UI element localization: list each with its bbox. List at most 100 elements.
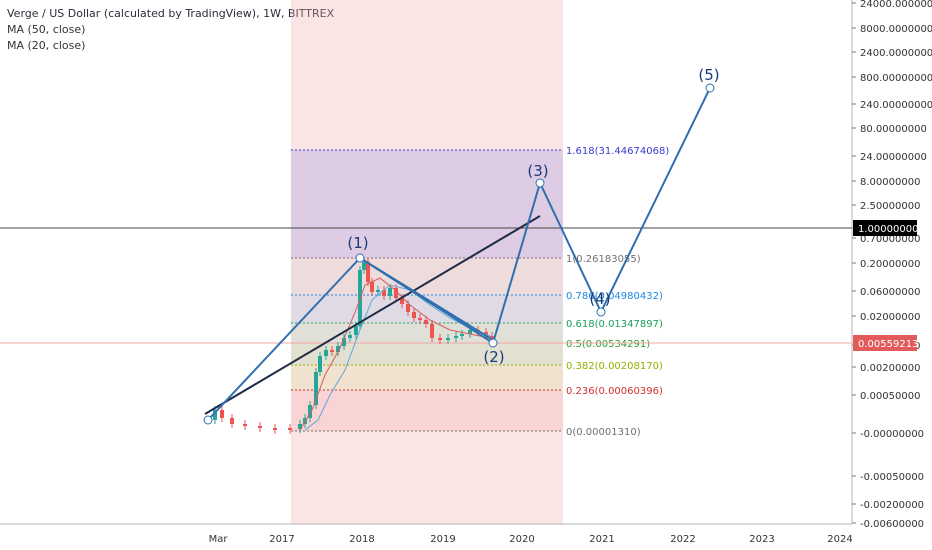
- y-tick-label: 24.00000000: [860, 152, 927, 163]
- y-tick-label: -0.00600000: [860, 519, 924, 530]
- fib-label: 0.236(0.00060396): [566, 386, 663, 397]
- candle-body: [348, 335, 352, 338]
- x-tick-label: Mar: [209, 534, 229, 545]
- y-tick-label: 0.20000000: [860, 259, 920, 270]
- wave-point: [355, 253, 365, 263]
- wave-point: [488, 338, 498, 348]
- candle-body: [273, 428, 277, 430]
- wave-point: [705, 83, 715, 93]
- wave-label: (4): [589, 290, 610, 308]
- y-tick-label: 2400.00000000: [860, 48, 932, 59]
- candle-body: [342, 338, 346, 346]
- fib-bands: [291, 0, 563, 524]
- candle-body: [438, 338, 442, 340]
- wave-point: [596, 307, 606, 317]
- y-tick-label: 800.00000000: [860, 73, 932, 84]
- y-tick-label: 8000.00000000: [860, 24, 932, 35]
- legend-ma20: MA (20, close): [7, 39, 86, 52]
- candle-body: [336, 346, 340, 352]
- elliott-wave: (1) (2) (3) (4) (5): [203, 66, 720, 425]
- candle-body: [412, 312, 416, 318]
- candle-body: [324, 350, 328, 356]
- candle-body: [230, 418, 234, 424]
- x-tick-label: 2021: [589, 534, 614, 545]
- price-tag: [853, 335, 917, 351]
- fib-label: 0(0.00001310): [566, 427, 641, 438]
- fib-label: 0.786(0.04980432): [566, 291, 663, 302]
- x-tick-label: 2023: [749, 534, 774, 545]
- candle-body: [382, 290, 386, 296]
- wave-label: (5): [698, 66, 719, 84]
- chart-legend: Verge / US Dollar (calculated by Trading…: [7, 6, 334, 54]
- legend-ma50: MA (50, close): [7, 23, 86, 36]
- ma50-line: [304, 284, 491, 431]
- candle-body: [288, 428, 292, 430]
- candle-body: [400, 298, 404, 304]
- y-tick-label: 8.00000000: [860, 177, 920, 188]
- candle-body: [213, 410, 217, 420]
- fib-band: [291, 343, 563, 365]
- candle-body: [418, 318, 422, 320]
- y-tick-label: -0.00050000: [860, 472, 924, 483]
- x-axis: Mar 2017 2018 2019 2020 2021 2022 2023 2024: [209, 534, 853, 545]
- fib-label: 0.382(0.00208170): [566, 361, 663, 372]
- candle-body: [243, 424, 247, 426]
- candle-body: [406, 304, 410, 312]
- candle-body: [430, 324, 434, 338]
- candle-body: [490, 336, 494, 340]
- level-tag: [853, 220, 917, 236]
- fib-label: 1.618(31.44674068): [566, 146, 669, 157]
- y-tick-label: 80.00000000: [860, 124, 927, 135]
- horizontal-level: [0, 227, 852, 344]
- y-tick-label: 0.00050000: [860, 391, 920, 402]
- fib-label: 0.618(0.01347897): [566, 319, 663, 330]
- y-tick-label: 0.02000000: [860, 312, 920, 323]
- x-tick-label: 2018: [349, 534, 374, 545]
- candle-body: [366, 262, 370, 282]
- candle-body: [370, 282, 374, 292]
- y-tick-label: -0.00200000: [860, 500, 924, 511]
- ma20-line: [299, 277, 491, 431]
- candle-body: [354, 326, 358, 335]
- candle-body: [376, 290, 380, 292]
- fib-label: 1(0.26183055): [566, 254, 641, 265]
- y-tick-label: 0.70000000: [860, 234, 920, 245]
- price-tags: 1.00000000 0.00559213: [853, 220, 918, 351]
- fib-band: [291, 365, 563, 390]
- wave-label: (2): [483, 348, 504, 366]
- wave-point: [535, 178, 545, 188]
- candle-body: [454, 336, 458, 338]
- x-tick-label: 2019: [430, 534, 455, 545]
- y-tick-label: -0.00000000: [860, 429, 924, 440]
- wave-label: (3): [527, 162, 548, 180]
- y-tick-label: 24000.00000000: [860, 0, 932, 10]
- candle-body: [394, 288, 398, 298]
- x-tick-label: 2017: [269, 534, 294, 545]
- x-tick-label: 2024: [827, 534, 852, 545]
- fib-band: [291, 258, 563, 295]
- x-tick-label: 2020: [509, 534, 534, 545]
- x-tick-label: 2022: [670, 534, 695, 545]
- candle-body: [330, 350, 334, 352]
- candle-body: [258, 426, 262, 428]
- fib-band: [291, 150, 563, 258]
- candle-body: [220, 410, 224, 418]
- fib-label: 0.5(0.00534291): [566, 339, 650, 350]
- candle-body: [388, 288, 392, 296]
- candle-body: [362, 262, 366, 270]
- moving-averages: [299, 277, 491, 431]
- y-tick-label: 2.50000000: [860, 201, 920, 212]
- candle-body: [424, 320, 428, 324]
- candle-body: [318, 356, 322, 372]
- candle-body: [308, 405, 312, 418]
- candle-body: [298, 424, 302, 429]
- y-axis: 24000.00000000 8000.00000000 2400.00000000…: [852, 0, 932, 530]
- y-tick-label: 240.00000000: [860, 100, 932, 111]
- candle-body: [446, 338, 450, 340]
- price-tag-label: 0.00559213: [858, 339, 918, 350]
- chart-title: Verge / US Dollar (calculated by Trading…: [7, 7, 335, 20]
- candle-body: [314, 372, 318, 405]
- candle-body: [460, 334, 464, 336]
- candle-body: [468, 330, 472, 334]
